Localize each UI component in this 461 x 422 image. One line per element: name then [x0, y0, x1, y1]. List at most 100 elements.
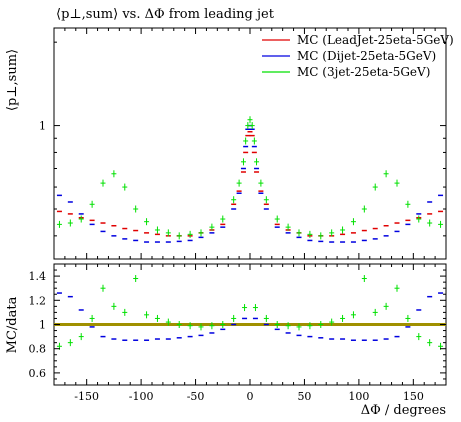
data-point — [100, 179, 106, 187]
data-point — [405, 314, 411, 322]
data-point — [296, 229, 302, 237]
x-tick-label: 150 — [403, 390, 424, 403]
data-point — [236, 179, 242, 187]
legend-label: MC (LeadJet-25eta-5GeV) — [297, 33, 454, 47]
data-point — [274, 321, 280, 328]
data-point — [394, 179, 400, 187]
data-point — [372, 183, 378, 191]
data-point — [383, 302, 389, 310]
data-point — [416, 215, 422, 223]
data-point — [296, 323, 302, 331]
data-point — [144, 311, 150, 319]
data-point — [307, 230, 313, 238]
y-tick-label: 0.8 — [29, 343, 47, 356]
data-point — [176, 232, 182, 240]
data-point — [245, 122, 251, 130]
data-point — [67, 219, 73, 227]
data-point — [249, 122, 255, 130]
main-axes: 1 — [39, 28, 446, 259]
data-point — [274, 215, 280, 223]
data-point — [254, 158, 260, 166]
data-point — [247, 116, 253, 124]
data-point — [240, 158, 246, 166]
data-point — [361, 275, 367, 283]
main-y-axis-label: ⟨p⊥,sum⟩ — [5, 49, 20, 111]
data-reference-band — [54, 323, 446, 326]
data-point — [340, 226, 346, 234]
data-point — [187, 322, 193, 330]
data-point — [318, 321, 324, 328]
data-point — [78, 215, 84, 223]
data-point — [100, 284, 106, 292]
main-panel: 1 ⟨p⊥,sum⟩ MC (LeadJet-25eta-5GeV) MC (Di… — [5, 27, 454, 260]
y-tick-label: 0.6 — [29, 367, 47, 380]
data-point — [307, 322, 313, 330]
data-point — [176, 321, 182, 328]
data-point — [438, 220, 444, 228]
x-tick-label: -150 — [74, 390, 99, 403]
data-point — [263, 314, 269, 322]
data-point — [56, 220, 62, 228]
x-axis-label: ΔΦ / degrees — [361, 403, 446, 418]
data-point — [122, 308, 128, 316]
legend: MC (LeadJet-25eta-5GeV) MC (Dijet-25eta-5… — [262, 33, 454, 79]
ratio-axes: 0.6 0.8 1 1.2 1.4 -150 -100 -50 0 50 100 150 — [29, 264, 446, 403]
data-point — [198, 323, 204, 331]
y-tick-label: 1.4 — [29, 270, 47, 283]
x-tick-label: 0 — [247, 390, 254, 403]
legend-label: MC (3jet-25eta-5GeV) — [297, 65, 430, 79]
data-point — [251, 137, 257, 145]
data-point — [318, 232, 324, 240]
x-tick-label: -100 — [129, 390, 154, 403]
data-point — [209, 223, 215, 231]
data-point — [165, 318, 171, 326]
data-point — [329, 229, 335, 237]
data-point — [258, 179, 264, 187]
data-point — [67, 339, 73, 347]
data-point — [89, 200, 95, 208]
data-point — [187, 230, 193, 238]
data-point — [165, 229, 171, 237]
data-point — [394, 284, 400, 292]
data-point — [361, 205, 367, 213]
legend-label: MC (Dijet-25eta-5GeV) — [297, 49, 436, 63]
data-point — [220, 321, 226, 328]
data-point — [416, 333, 422, 341]
ratio-panel: 0.6 0.8 1 1.2 1.4 -150 -100 -50 0 50 100 150 MC/dat… — [5, 263, 447, 418]
data-point — [350, 218, 356, 226]
data-point — [372, 308, 378, 316]
data-point — [242, 304, 248, 312]
data-point — [285, 322, 291, 330]
data-point — [198, 229, 204, 237]
data-point — [220, 215, 226, 223]
data-point — [383, 170, 389, 178]
data-point — [111, 170, 117, 178]
data-point — [243, 137, 249, 145]
y-tick-label: 1.2 — [29, 294, 47, 307]
data-point — [231, 196, 237, 204]
data-point — [122, 183, 128, 191]
ratio-plot-marks — [54, 275, 446, 350]
data-point — [340, 314, 346, 322]
data-point — [209, 322, 215, 330]
data-point — [89, 314, 95, 322]
data-point — [231, 314, 237, 322]
data-point — [427, 339, 433, 347]
data-point — [350, 311, 356, 319]
data-point — [78, 333, 84, 341]
legend-item: MC (LeadJet-25eta-5GeV) — [262, 33, 454, 47]
data-point — [263, 196, 269, 204]
legend-item: MC (3jet-25eta-5GeV) — [262, 65, 430, 79]
data-point — [133, 275, 139, 283]
data-point — [111, 302, 117, 310]
data-point — [252, 304, 258, 312]
data-point — [154, 314, 160, 322]
y-tick-label: 1 — [39, 319, 46, 332]
data-point — [144, 218, 150, 226]
x-tick-label: -50 — [187, 390, 205, 403]
x-tick-label: 50 — [297, 390, 311, 403]
data-point — [133, 205, 139, 213]
data-point — [329, 318, 335, 326]
main-plot-marks — [56, 116, 444, 243]
